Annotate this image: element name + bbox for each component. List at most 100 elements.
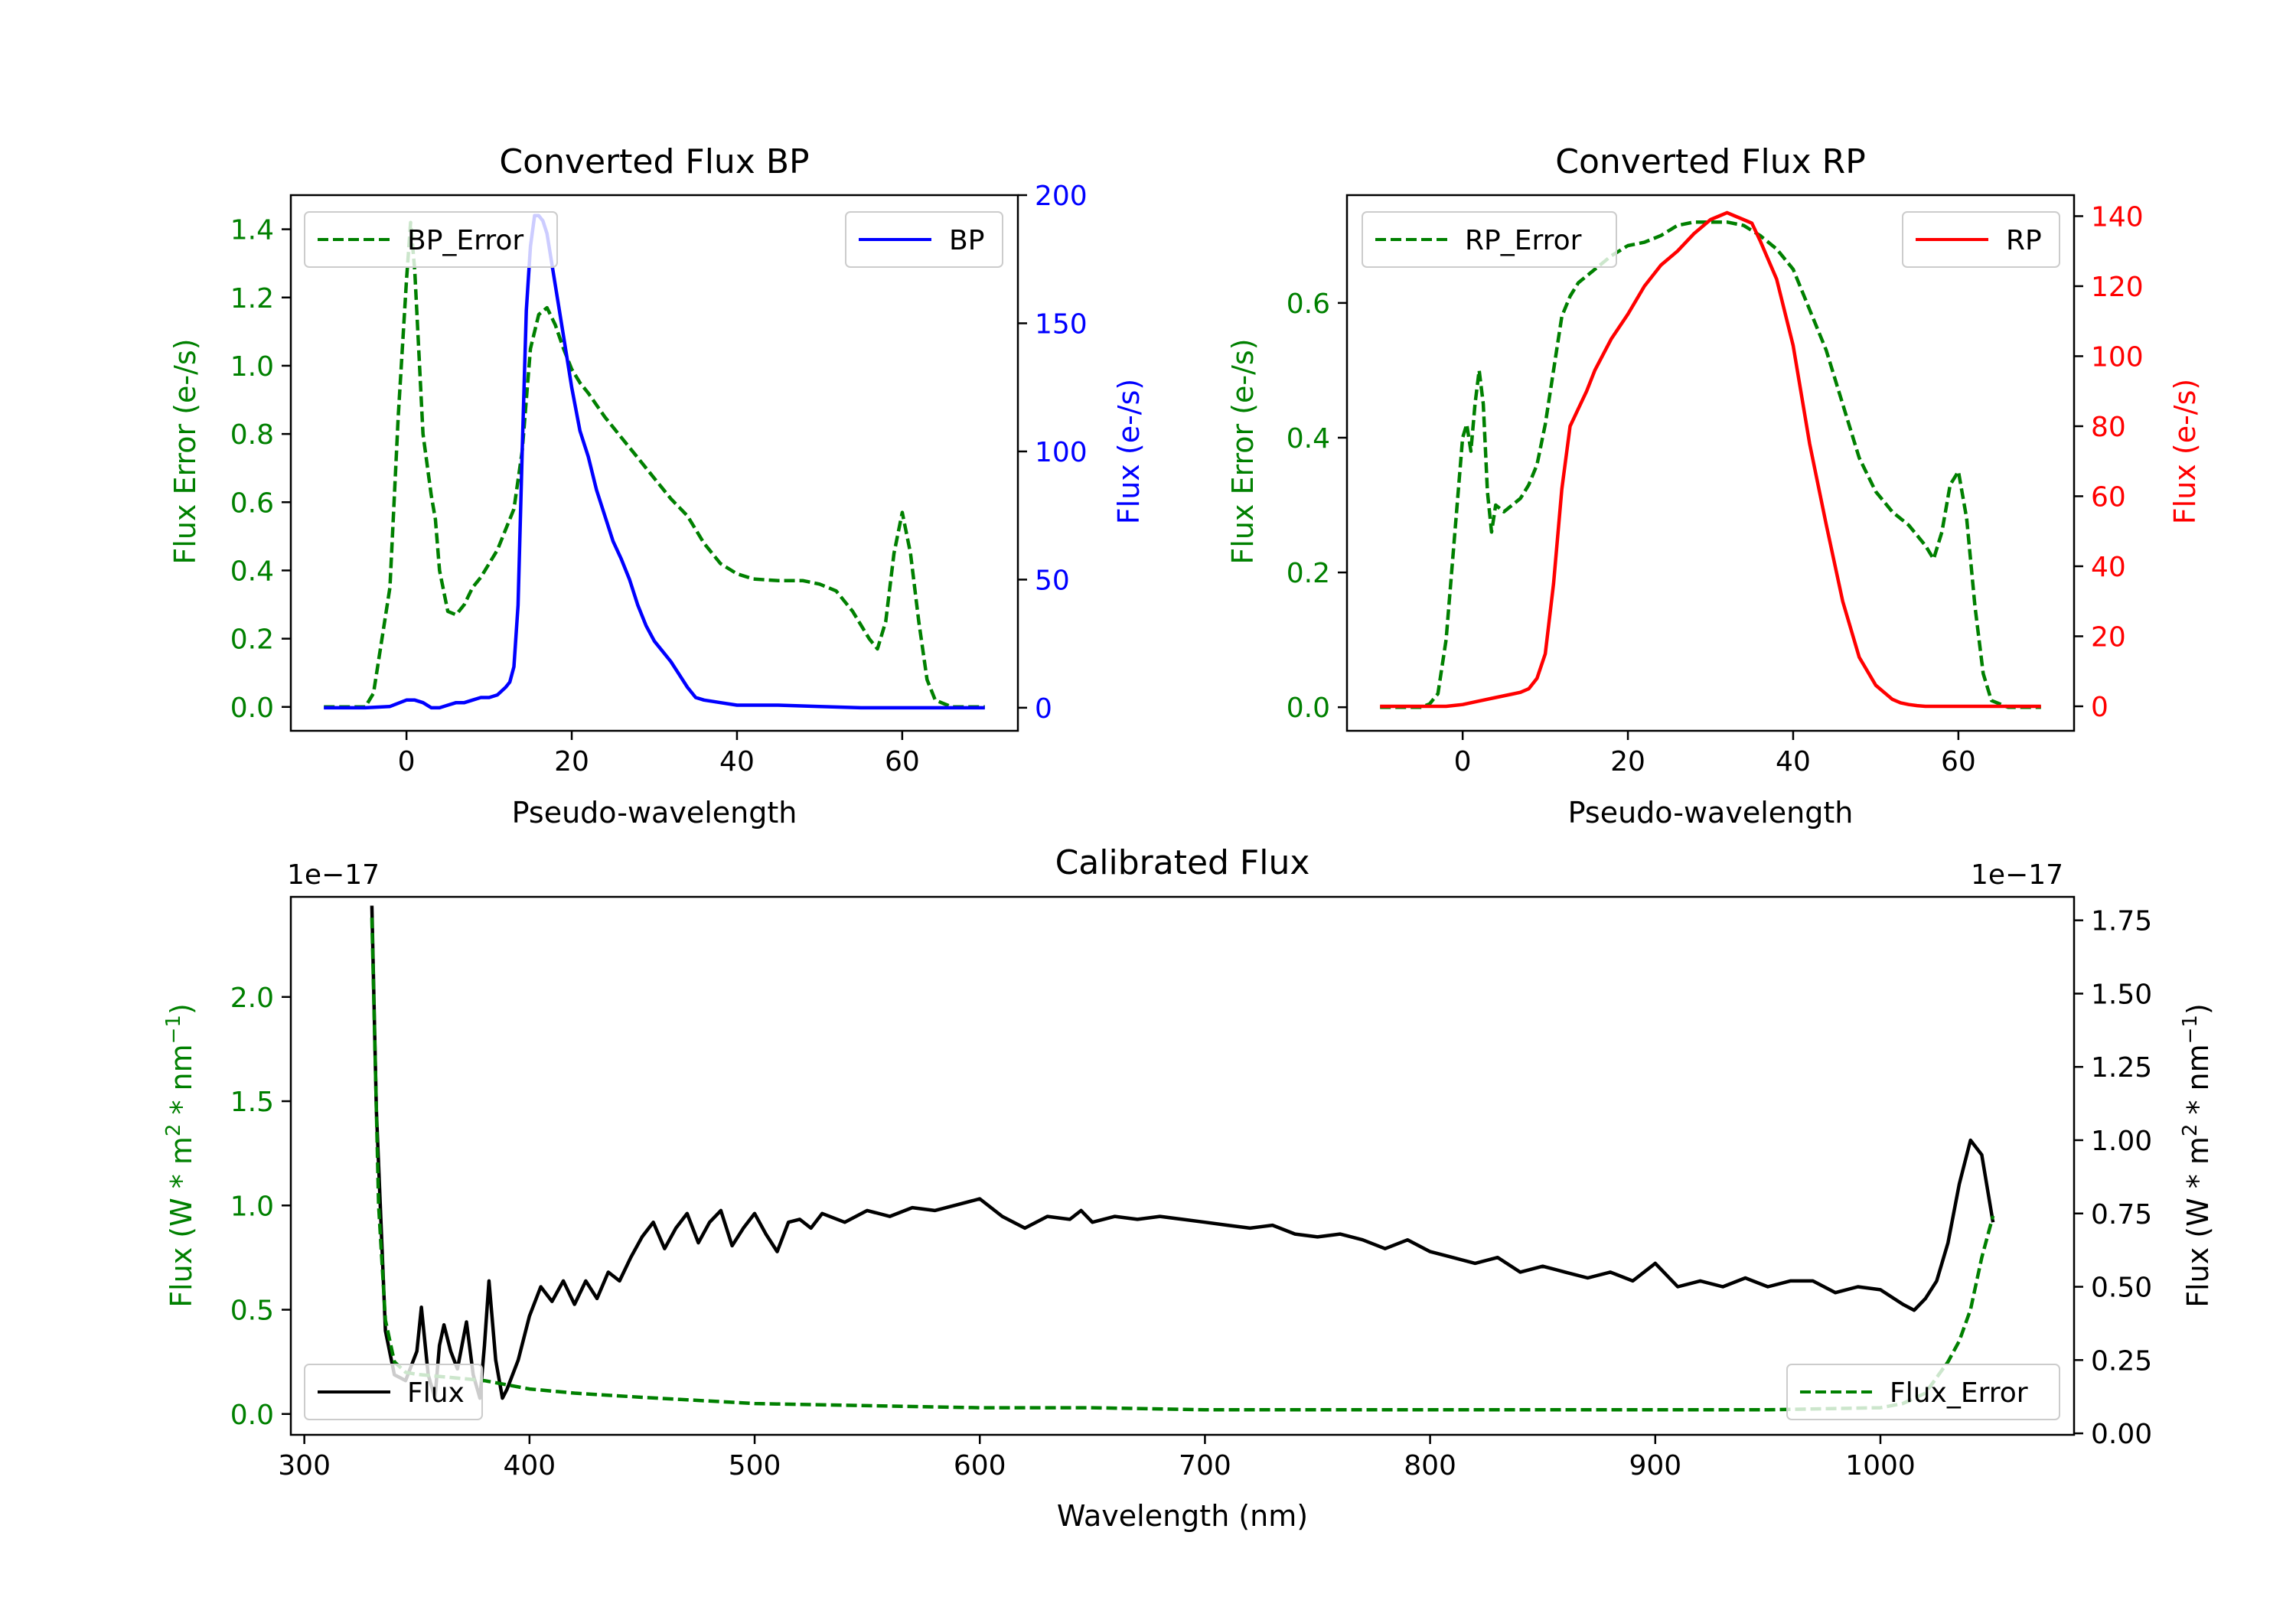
y-tick-label-left: 0.0 <box>230 1400 274 1431</box>
y-tick-label-right: 0.50 <box>2091 1273 2152 1304</box>
y-tick-label-right: 0.75 <box>2091 1199 2152 1231</box>
y-tick-label-left: 0.6 <box>1287 288 1330 320</box>
x-tick-label: 40 <box>719 746 755 777</box>
legend-box <box>304 211 558 268</box>
y-tick-label-right: 0.00 <box>2091 1419 2152 1450</box>
x-tick-label: 300 <box>278 1450 331 1482</box>
x-tick-label: 400 <box>503 1450 556 1482</box>
legend-rp-error: RP_Error <box>1362 211 1617 268</box>
y-axis-label-left: Flux (W * m2 * nm−1) <box>162 1003 198 1308</box>
y-tick-label-right: 0 <box>2091 692 2108 723</box>
y-tick-label-right: 120 <box>2091 272 2144 303</box>
plot-frame <box>1345 194 2076 732</box>
panel-converted-flux-bp: Converted Flux BP Pseudo-wavelength Flux… <box>168 142 1146 830</box>
plot-frame <box>289 194 1019 732</box>
x-tick-label: 20 <box>554 746 589 777</box>
chart-title: Calibrated Flux <box>1055 843 1310 882</box>
y-tick-label-right: 150 <box>1035 308 1088 340</box>
y-axis-ticks-right: 0 20 40 60 80 100 120 140 <box>2074 201 2144 723</box>
y-tick-label-left: 0.0 <box>1287 693 1330 724</box>
chart-title: Converted Flux RP <box>1555 142 1866 181</box>
x-tick-label: 700 <box>1179 1450 1231 1482</box>
legend-label: RP_Error <box>1465 225 1582 256</box>
y-axis-ticks-left: 0.0 0.5 1.0 1.5 2.0 <box>230 983 291 1431</box>
x-tick-label: 60 <box>1941 746 1976 777</box>
y-tick-label-left: 0.5 <box>230 1296 274 1327</box>
y-axis-label-right: Flux (W * m2 * nm−1) <box>2179 1003 2215 1308</box>
x-tick-label: 40 <box>1776 746 1811 777</box>
y-tick-label-right: 60 <box>2091 481 2126 513</box>
y-tick-label-left: 1.4 <box>230 215 274 246</box>
y-axis-label-left: Flux Error (e-/s) <box>1226 338 1260 564</box>
x-tick-label: 0 <box>398 746 416 777</box>
y-tick-label-left: 0.6 <box>230 487 274 519</box>
series-line-flux <box>370 905 1995 1400</box>
x-axis-ticks: 0 20 40 60 <box>398 731 920 777</box>
series-line-bp <box>324 214 985 710</box>
y-axis-ticks-right: 0 50 100 150 200 <box>1018 181 1088 725</box>
y-tick-label-right: 1.50 <box>2091 979 2152 1010</box>
legend-box <box>304 1364 483 1420</box>
offset-label-left: 1e−17 <box>287 859 380 891</box>
y-axis-ticks-left: 0.0 0.2 0.4 0.6 <box>1287 288 1347 724</box>
legend-label: BP_Error <box>407 225 523 256</box>
x-tick-label: 900 <box>1629 1450 1681 1482</box>
legend-bp: BP <box>845 211 1003 268</box>
x-axis-label: Pseudo-wavelength <box>512 796 797 830</box>
legend-label: Flux_Error <box>1890 1377 2028 1409</box>
y-tick-label-left: 1.5 <box>230 1087 274 1118</box>
y-tick-label-right: 200 <box>1035 181 1088 212</box>
y-tick-label-right: 80 <box>2091 412 2126 443</box>
y-axis-label-right: Flux (e-/s) <box>2168 379 2202 524</box>
panel-calibrated-flux: Calibrated Flux Wavelength (nm) 1e−17 1e… <box>162 843 2215 1533</box>
y-tick-label-left: 1.0 <box>230 1191 274 1222</box>
legend-label: BP <box>949 225 984 256</box>
x-axis-label: Wavelength (nm) <box>1057 1499 1308 1533</box>
y-tick-label-left: 1.0 <box>230 351 274 383</box>
y-tick-label-right: 1.25 <box>2091 1052 2152 1084</box>
x-axis-ticks: 0 20 40 60 <box>1454 731 1976 777</box>
y-tick-label-right: 50 <box>1035 565 1070 596</box>
x-tick-label: 0 <box>1454 746 1472 777</box>
y-axis-label-left: Flux Error (e-/s) <box>168 338 202 564</box>
y-tick-label-right: 1.00 <box>2091 1126 2152 1157</box>
x-axis-label: Pseudo-wavelength <box>1568 796 1854 830</box>
y-tick-label-left: 0.4 <box>1287 423 1330 455</box>
y-tick-label-left: 2.0 <box>230 983 274 1014</box>
series-line-bp-error <box>324 220 985 709</box>
y-tick-label-left: 0.2 <box>1287 558 1330 589</box>
legend-box <box>1362 211 1617 268</box>
x-tick-label: 600 <box>954 1450 1006 1482</box>
legend-label: RP <box>2006 225 2042 256</box>
panel-converted-flux-rp: Converted Flux RP Pseudo-wavelength Flux… <box>1226 142 2202 830</box>
x-tick-label: 1000 <box>1845 1450 1916 1482</box>
series-layer <box>1380 210 2041 709</box>
y-tick-label-right: 140 <box>2091 201 2144 233</box>
x-tick-label: 800 <box>1404 1450 1456 1482</box>
x-tick-label: 500 <box>729 1450 781 1482</box>
y-tick-label-left: 0.8 <box>230 419 274 451</box>
y-tick-label-left: 0.4 <box>230 556 274 587</box>
y-tick-label-right: 40 <box>2091 552 2126 583</box>
series-line-rp-error <box>1380 220 2041 709</box>
y-tick-label-right: 0 <box>1035 693 1052 725</box>
x-tick-label: 60 <box>885 746 920 777</box>
legend-label: Flux <box>407 1377 465 1409</box>
legend-box <box>1786 1364 2060 1420</box>
y-tick-label-right: 100 <box>1035 437 1088 468</box>
chart-title: Converted Flux BP <box>499 142 809 181</box>
y-tick-label-right: 0.25 <box>2091 1345 2152 1377</box>
y-tick-label-right: 100 <box>2091 341 2144 373</box>
y-axis-ticks-right: 0.00 0.25 0.50 0.75 1.00 1.25 1.50 1.75 <box>2074 906 2152 1450</box>
y-axis-label-right: Flux (e-/s) <box>1112 379 1146 524</box>
series-line-rp <box>1380 210 2041 709</box>
legend-rp: RP <box>1902 211 2060 268</box>
y-tick-label-left: 0.0 <box>230 693 274 724</box>
x-tick-label: 20 <box>1610 746 1645 777</box>
legend-flux-error: Flux_Error <box>1786 1364 2060 1420</box>
legend-bp-error: BP_Error <box>304 211 558 268</box>
offset-label-right: 1e−17 <box>1971 859 2063 891</box>
y-tick-label-left: 1.2 <box>230 283 274 315</box>
plot-frame <box>289 895 2076 1436</box>
